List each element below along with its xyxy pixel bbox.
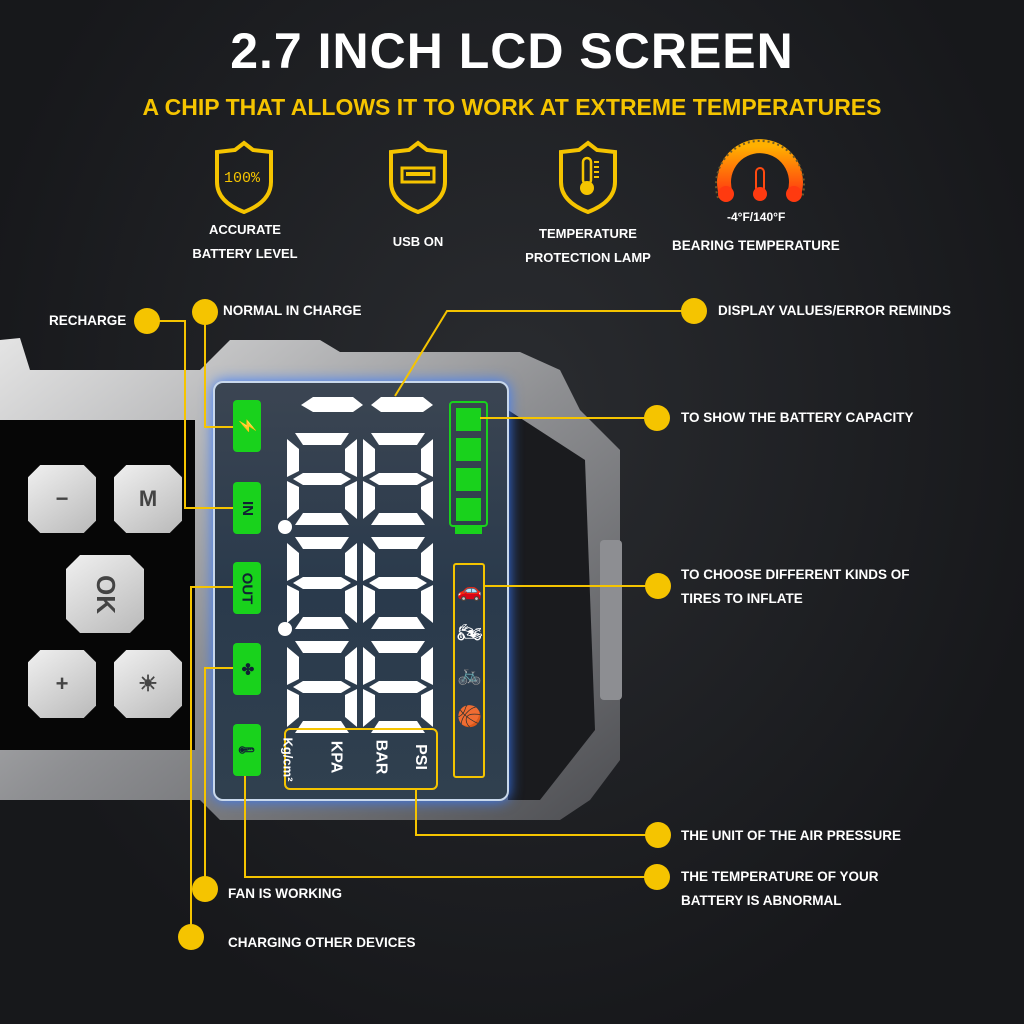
recharge-indicator-icon: ⚡	[233, 400, 261, 452]
digit-segment	[295, 641, 349, 653]
ball-icon[interactable]: 🏀	[457, 706, 482, 728]
plus-button[interactable]: +	[28, 650, 96, 718]
ok-button[interactable]: OK	[66, 555, 144, 633]
callout-dot	[644, 405, 670, 431]
callout-dot	[134, 308, 160, 334]
digit-segment	[369, 577, 427, 589]
pressure-unit-box	[284, 728, 438, 790]
mode-button[interactable]: M	[114, 465, 182, 533]
label-recharge: RECHARGE	[49, 313, 127, 328]
top-segment	[371, 397, 433, 412]
digit-segment	[369, 681, 427, 693]
digit-segment	[287, 585, 299, 623]
battery-bar	[456, 498, 481, 521]
fan-indicator-icon: ✤	[233, 643, 261, 695]
digit-segment	[363, 585, 375, 623]
digit-segment	[295, 617, 349, 629]
page-title: 2.7 INCH LCD SCREEN	[230, 23, 794, 79]
digit-segment	[345, 439, 357, 477]
feature-battery-level: ACCURATE BATTERY LEVEL	[192, 222, 298, 261]
temperature-range: -4°F/140°F	[727, 210, 786, 224]
digit-segment	[421, 439, 433, 477]
feature-usb-on: USB ON	[392, 234, 444, 249]
callout-dot	[192, 876, 218, 902]
digit-segment	[287, 689, 299, 727]
thermometer-shield-icon	[557, 140, 619, 219]
light-button[interactable]: ☀	[114, 650, 182, 718]
digit-segment	[363, 689, 375, 727]
digit-segment	[421, 585, 433, 623]
digit-segment	[363, 543, 375, 581]
label-tires: TO CHOOSE DIFFERENT KINDS OF TIRES TO INF…	[681, 567, 910, 606]
label-display-values: DISPLAY VALUES/ERROR REMINDS	[718, 303, 952, 318]
motorcycle-icon[interactable]: 🏍	[457, 622, 483, 644]
label-normal-in-charge: NORMAL IN CHARGE	[223, 303, 362, 318]
minus-button[interactable]: −	[28, 465, 96, 533]
digit-segment	[371, 433, 425, 445]
label-charging-other: CHARGING OTHER DEVICES	[228, 935, 416, 950]
digit-segment	[421, 647, 433, 685]
svg-text:100%: 100%	[224, 170, 261, 187]
digit-segment	[295, 537, 349, 549]
digit-segment	[371, 513, 425, 525]
digit-segment	[363, 439, 375, 477]
callout-dot	[192, 299, 218, 325]
tire-type-selector[interactable]	[453, 563, 485, 778]
callout-dot	[178, 924, 204, 950]
digit-segment	[293, 473, 351, 485]
digit-segment	[345, 481, 357, 519]
feature-temperature-lamp: TEMPERATURE PROTECTION LAMP	[525, 226, 651, 265]
battery-bar	[456, 468, 481, 491]
label-temperature-abnormal: THE TEMPERATURE OF YOUR BATTERY IS ABNORM…	[681, 869, 879, 908]
callout-dot	[645, 822, 671, 848]
digit-segment	[371, 641, 425, 653]
decimal-point	[278, 622, 292, 636]
callout-dot	[644, 864, 670, 890]
callout-dot	[645, 573, 671, 599]
digit-segment	[421, 689, 433, 727]
digit-segment	[287, 647, 299, 685]
digit-segment	[287, 439, 299, 477]
label-air-pressure: THE UNIT OF THE AIR PRESSURE	[681, 828, 902, 843]
feature-bearing-temperature: BEARING TEMPERATURE	[672, 238, 840, 253]
digit-segment	[345, 647, 357, 685]
digit-segment	[363, 481, 375, 519]
temperature-warning-icon: 🌡	[233, 724, 261, 776]
bicycle-icon[interactable]: 🚲	[457, 664, 482, 686]
digit-segment	[421, 481, 433, 519]
in-indicator: IN	[233, 482, 261, 534]
digit-segment	[345, 689, 357, 727]
digit-segment	[295, 721, 349, 733]
label-fan: FAN IS WORKING	[228, 886, 342, 901]
digit-segment	[287, 543, 299, 581]
battery-bar	[456, 408, 481, 431]
digit-segment	[369, 473, 427, 485]
digit-segment	[421, 543, 433, 581]
digit-segment	[371, 617, 425, 629]
seven-segment-display	[278, 397, 433, 733]
battery-bar	[456, 438, 481, 461]
digit-segment	[371, 537, 425, 549]
digit-segment	[345, 543, 357, 581]
out-indicator: OUT	[233, 562, 261, 614]
digit-segment	[363, 647, 375, 685]
digit-segment	[371, 721, 425, 733]
battery-percent-shield-icon: 100%	[213, 140, 275, 219]
digit-segment	[295, 433, 349, 445]
subtitle: A CHIP THAT ALLOWS IT TO WORK AT EXTREME…	[142, 94, 882, 120]
decimal-point	[278, 520, 292, 534]
digit-segment	[293, 681, 351, 693]
car-icon[interactable]: 🚗	[457, 580, 482, 602]
label-battery-capacity: TO SHOW THE BATTERY CAPACITY	[681, 410, 914, 425]
digit-segment	[295, 513, 349, 525]
battery-terminal	[455, 526, 482, 534]
digit-segment	[293, 577, 351, 589]
top-segment	[301, 397, 363, 412]
digit-segment	[345, 585, 357, 623]
temperature-gauge-icon	[712, 132, 808, 213]
callout-dot	[681, 298, 707, 324]
digit-segment	[287, 481, 299, 519]
usb-shield-icon	[387, 140, 449, 219]
